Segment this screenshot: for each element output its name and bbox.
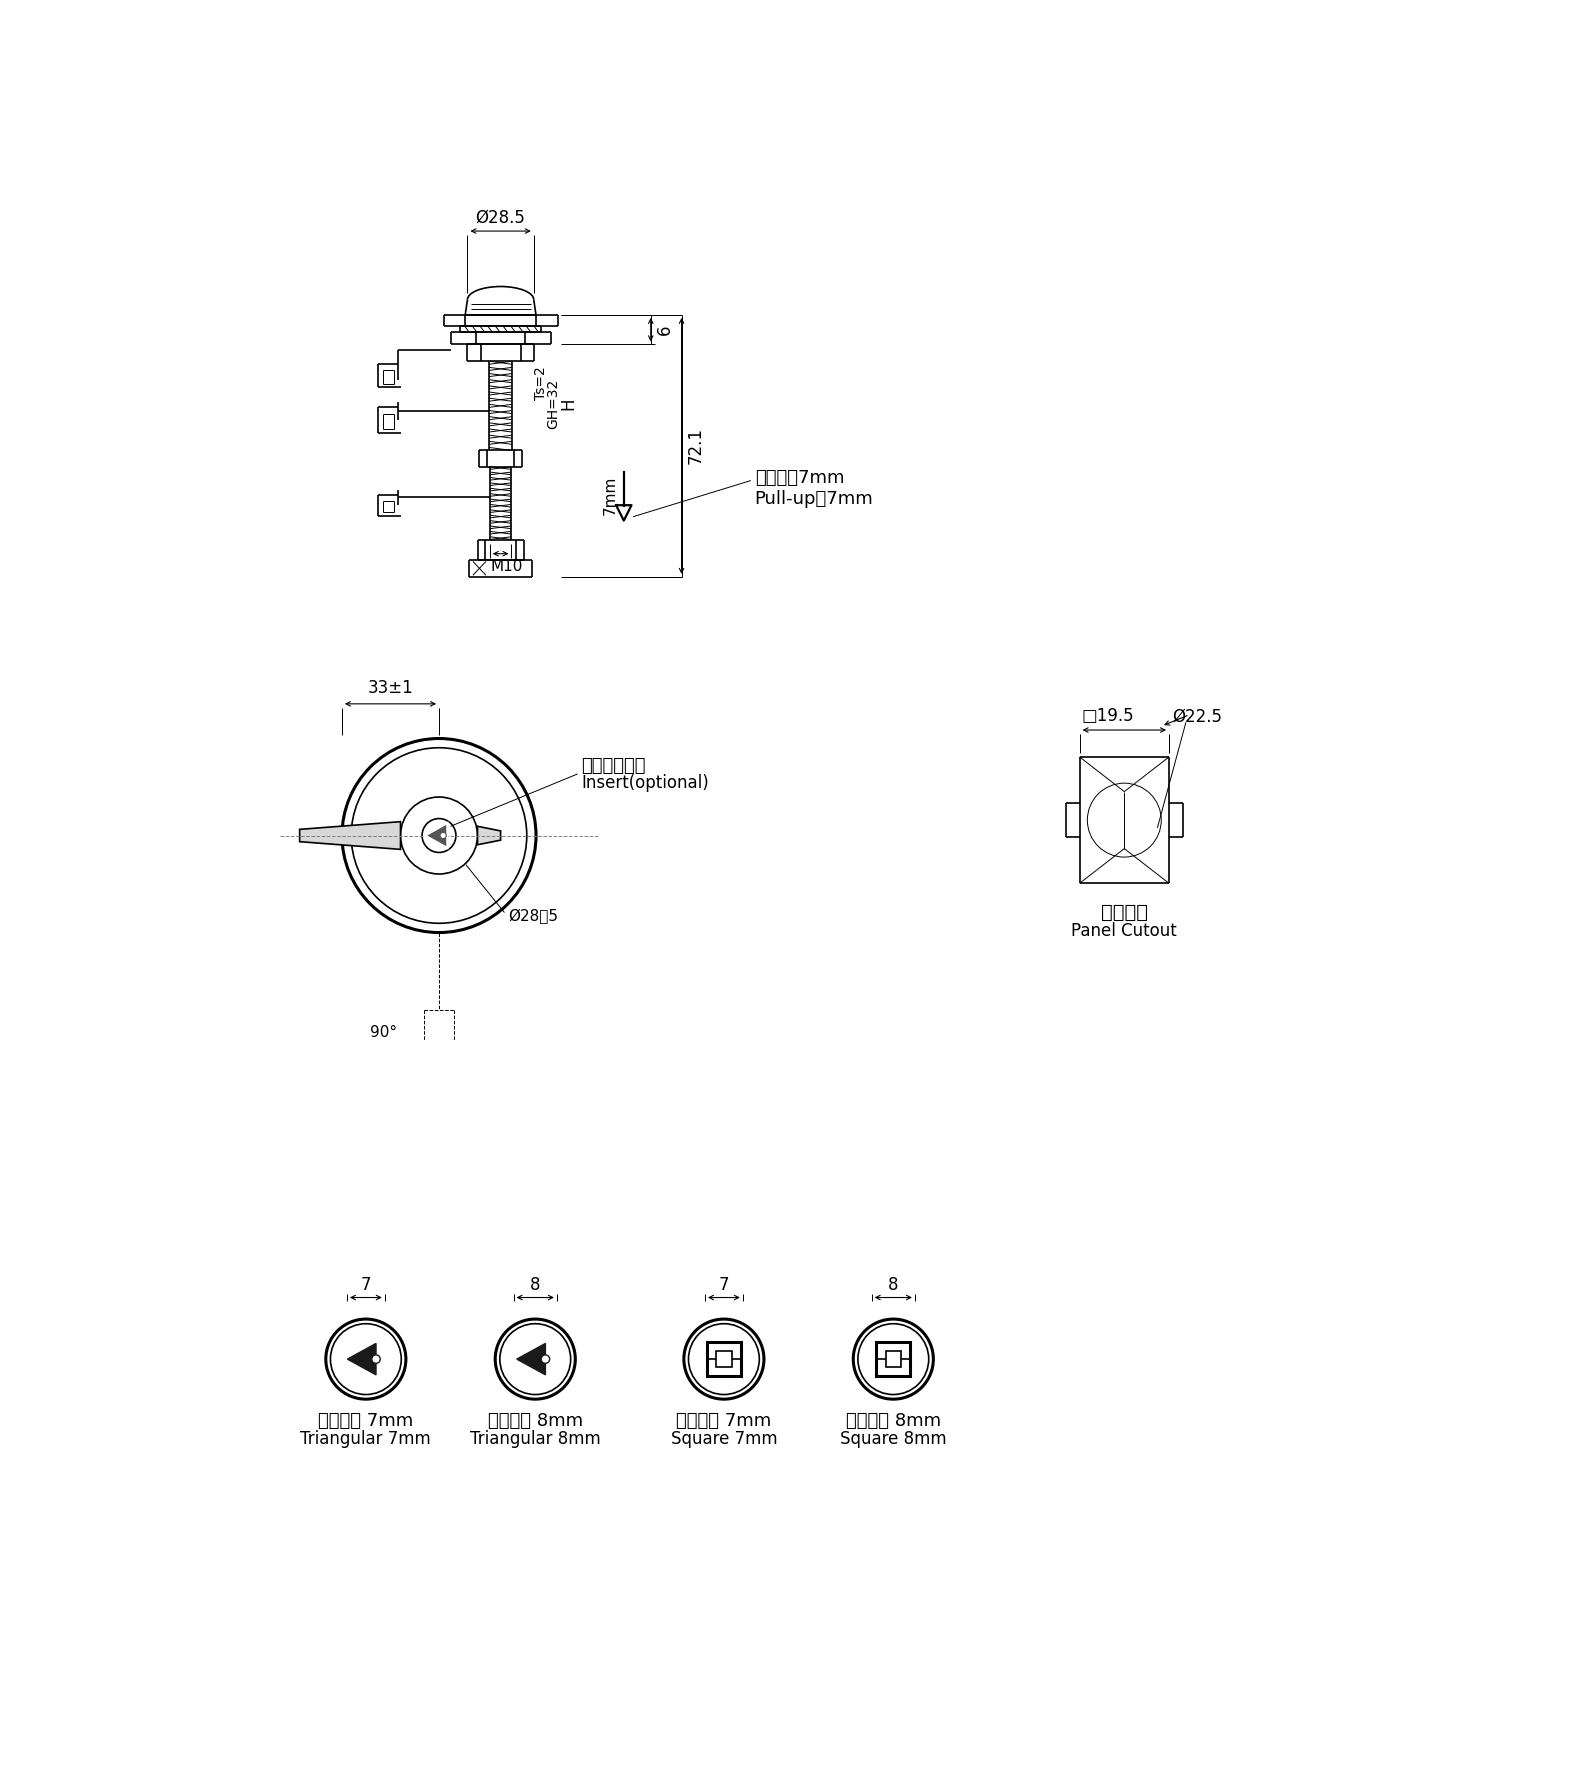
Text: 四方锁芯 8mm: 四方锁芯 8mm [845, 1412, 941, 1430]
Text: Square 7mm: Square 7mm [671, 1430, 778, 1449]
Polygon shape [478, 827, 501, 845]
Polygon shape [426, 823, 448, 848]
Text: Ø28.5: Ø28.5 [476, 208, 526, 226]
Text: 6: 6 [655, 324, 674, 334]
Text: Triangular 8mm: Triangular 8mm [470, 1430, 600, 1449]
Text: 7: 7 [718, 1277, 729, 1294]
Text: GH=32: GH=32 [547, 379, 559, 428]
Text: Triangular 7mm: Triangular 7mm [300, 1430, 430, 1449]
Text: 锁芯（选配）: 锁芯（选配） [581, 757, 646, 775]
Text: 7: 7 [361, 1277, 371, 1294]
Text: Ts=2: Ts=2 [534, 366, 548, 400]
Text: Ø22.5: Ø22.5 [1172, 708, 1222, 725]
Text: Panel Cutout: Panel Cutout [1071, 923, 1177, 941]
Text: Square 8mm: Square 8mm [840, 1430, 947, 1449]
Text: H: H [559, 396, 578, 409]
Polygon shape [347, 1344, 375, 1374]
Circle shape [440, 832, 446, 839]
Text: 开孔尺寸: 开孔尺寸 [1101, 903, 1148, 923]
Circle shape [372, 1355, 380, 1364]
Text: 三角锁芯 8mm: 三角锁芯 8mm [487, 1412, 583, 1430]
Text: 90°: 90° [371, 1026, 397, 1040]
Text: 8: 8 [529, 1277, 540, 1294]
Text: Pull-up：7mm: Pull-up：7mm [754, 491, 873, 509]
Text: Ø28．5: Ø28．5 [509, 909, 558, 925]
Text: 8: 8 [888, 1277, 899, 1294]
Polygon shape [517, 1344, 545, 1374]
Text: 四方锁芯 7mm: 四方锁芯 7mm [676, 1412, 771, 1430]
Text: 33±1: 33±1 [368, 679, 413, 697]
Polygon shape [300, 821, 401, 850]
Text: □19.5: □19.5 [1081, 708, 1134, 725]
Text: 72.1: 72.1 [687, 427, 704, 464]
Text: 压缩量：7mm: 压缩量：7mm [754, 469, 844, 487]
Text: 三角锁芯 7mm: 三角锁芯 7mm [319, 1412, 413, 1430]
Text: Insert(optional): Insert(optional) [581, 773, 709, 793]
Circle shape [540, 1355, 550, 1364]
Text: 7mm: 7mm [602, 477, 617, 516]
Text: M10: M10 [490, 558, 523, 574]
